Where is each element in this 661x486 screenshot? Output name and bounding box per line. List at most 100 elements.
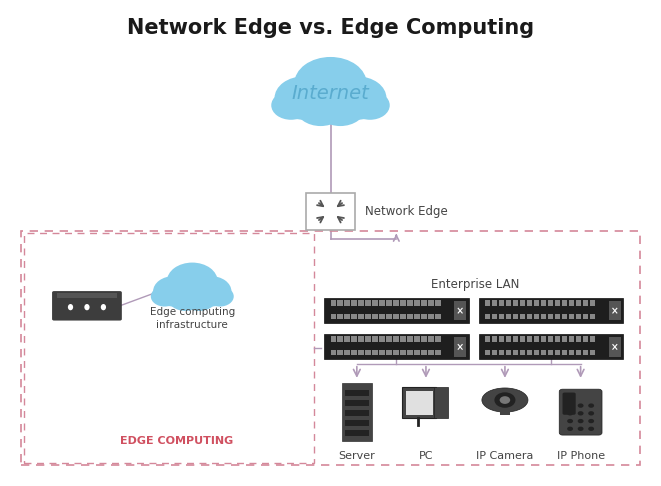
FancyBboxPatch shape [344,300,350,306]
FancyBboxPatch shape [379,336,385,342]
FancyBboxPatch shape [485,350,490,355]
FancyBboxPatch shape [407,350,412,355]
FancyBboxPatch shape [485,300,490,306]
FancyBboxPatch shape [520,350,525,355]
FancyBboxPatch shape [422,336,427,342]
FancyBboxPatch shape [562,313,567,319]
FancyBboxPatch shape [352,313,357,319]
FancyBboxPatch shape [541,336,547,342]
FancyBboxPatch shape [534,350,539,355]
FancyBboxPatch shape [422,313,427,319]
FancyBboxPatch shape [541,350,547,355]
FancyBboxPatch shape [366,336,371,342]
FancyBboxPatch shape [393,336,399,342]
FancyBboxPatch shape [407,300,412,306]
FancyBboxPatch shape [436,350,441,355]
FancyBboxPatch shape [499,336,504,342]
Ellipse shape [327,76,387,120]
FancyBboxPatch shape [548,313,553,319]
FancyBboxPatch shape [358,300,364,306]
FancyBboxPatch shape [555,350,561,355]
FancyBboxPatch shape [414,350,420,355]
FancyBboxPatch shape [436,300,441,306]
Ellipse shape [182,285,217,311]
Ellipse shape [85,304,90,310]
FancyBboxPatch shape [422,300,427,306]
Ellipse shape [588,411,594,416]
Ellipse shape [294,57,367,110]
FancyBboxPatch shape [379,350,385,355]
FancyBboxPatch shape [583,350,588,355]
FancyBboxPatch shape [387,300,392,306]
FancyBboxPatch shape [330,300,336,306]
Text: Server: Server [338,451,375,461]
FancyBboxPatch shape [506,313,512,319]
FancyBboxPatch shape [338,313,343,319]
Ellipse shape [567,411,573,416]
FancyBboxPatch shape [428,336,434,342]
FancyBboxPatch shape [344,336,350,342]
FancyBboxPatch shape [330,350,336,355]
Ellipse shape [494,392,516,408]
FancyBboxPatch shape [344,313,350,319]
FancyBboxPatch shape [324,334,469,360]
FancyBboxPatch shape [428,313,434,319]
Text: Edge computing
infrastructure: Edge computing infrastructure [149,307,235,330]
FancyBboxPatch shape [492,313,498,319]
Ellipse shape [578,411,584,416]
FancyBboxPatch shape [590,350,596,355]
FancyBboxPatch shape [330,336,336,342]
FancyBboxPatch shape [562,336,567,342]
FancyBboxPatch shape [485,336,490,342]
FancyBboxPatch shape [344,350,350,355]
FancyBboxPatch shape [401,350,406,355]
Text: Network Edge: Network Edge [365,205,447,218]
Ellipse shape [167,262,217,300]
FancyBboxPatch shape [534,313,539,319]
FancyBboxPatch shape [492,336,498,342]
FancyBboxPatch shape [506,336,512,342]
FancyBboxPatch shape [492,350,498,355]
FancyBboxPatch shape [513,300,518,306]
FancyBboxPatch shape [344,431,369,436]
Ellipse shape [567,427,573,431]
Ellipse shape [350,91,390,120]
FancyBboxPatch shape [569,313,574,319]
Ellipse shape [274,76,334,120]
FancyBboxPatch shape [590,313,596,319]
FancyBboxPatch shape [401,336,406,342]
FancyBboxPatch shape [563,393,576,415]
FancyBboxPatch shape [562,350,567,355]
Text: Network Edge vs. Edge Computing: Network Edge vs. Edge Computing [127,18,534,38]
Ellipse shape [578,419,584,423]
FancyBboxPatch shape [414,313,420,319]
FancyBboxPatch shape [541,313,547,319]
Ellipse shape [567,419,573,423]
FancyBboxPatch shape [583,336,588,342]
FancyBboxPatch shape [520,336,525,342]
FancyBboxPatch shape [434,387,448,418]
FancyBboxPatch shape [387,336,392,342]
FancyBboxPatch shape [401,300,406,306]
FancyBboxPatch shape [407,313,412,319]
FancyBboxPatch shape [548,336,553,342]
FancyBboxPatch shape [436,336,441,342]
FancyBboxPatch shape [352,350,357,355]
Text: Internet: Internet [292,84,369,103]
Text: PC: PC [418,451,433,461]
FancyBboxPatch shape [548,300,553,306]
FancyBboxPatch shape [372,350,377,355]
FancyBboxPatch shape [454,337,466,357]
FancyBboxPatch shape [590,300,596,306]
Ellipse shape [271,91,311,120]
FancyBboxPatch shape [401,313,406,319]
FancyBboxPatch shape [527,300,532,306]
FancyBboxPatch shape [576,336,582,342]
FancyBboxPatch shape [366,313,371,319]
Ellipse shape [151,286,178,307]
FancyBboxPatch shape [330,313,336,319]
FancyBboxPatch shape [569,350,574,355]
FancyBboxPatch shape [324,298,469,323]
FancyBboxPatch shape [527,313,532,319]
FancyBboxPatch shape [379,313,385,319]
